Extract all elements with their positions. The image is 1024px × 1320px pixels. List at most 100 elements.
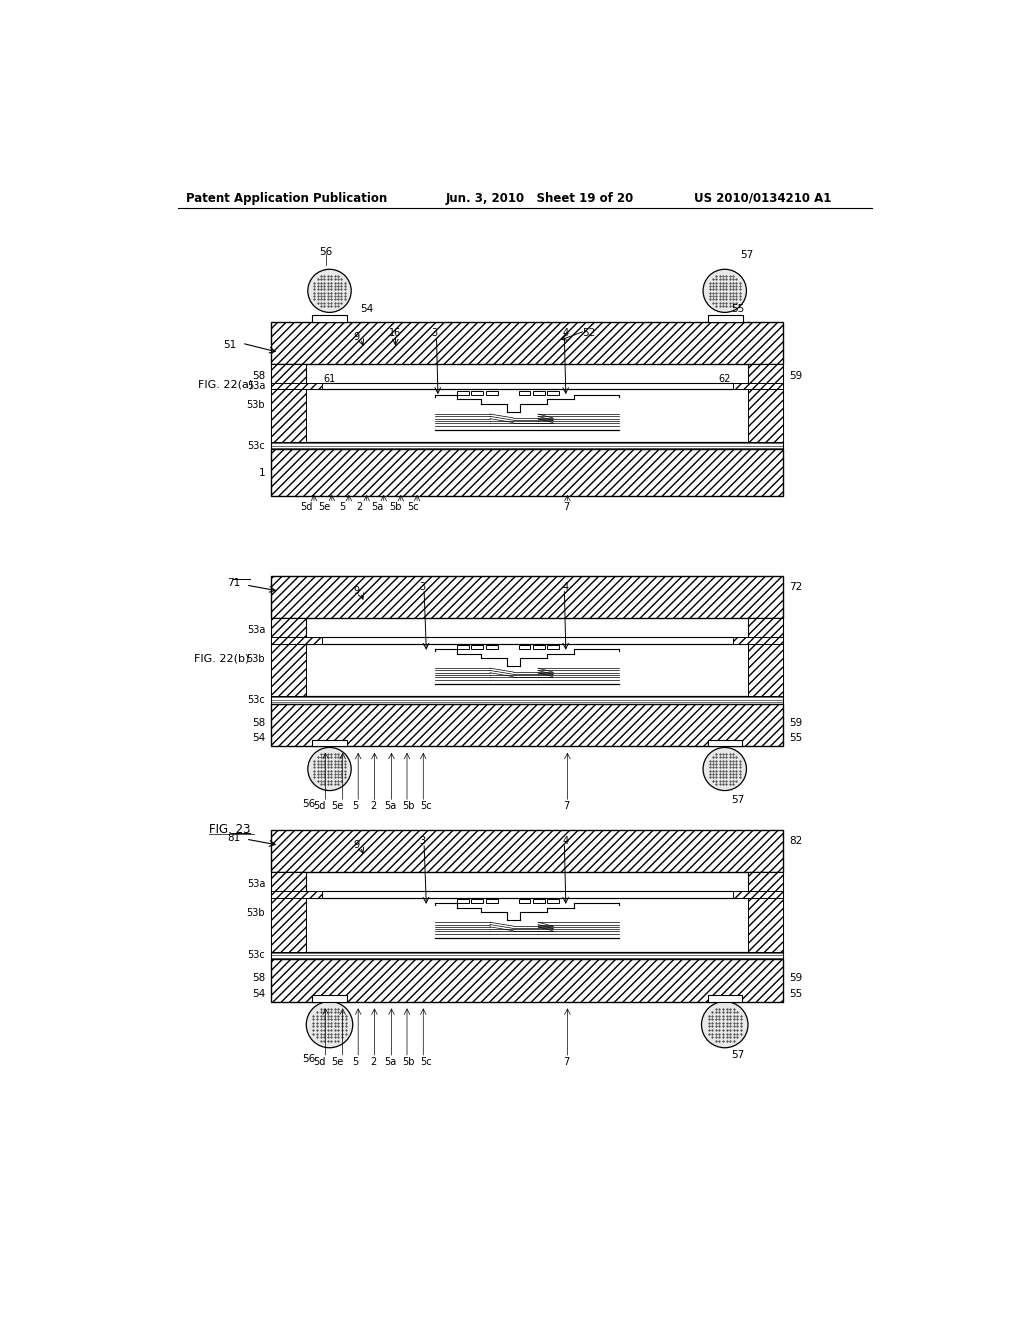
Bar xyxy=(732,383,783,389)
Text: FIG. 22(a): FIG. 22(a) xyxy=(198,380,253,389)
Text: 7: 7 xyxy=(563,801,569,810)
Text: 4: 4 xyxy=(563,582,569,591)
Bar xyxy=(312,315,347,322)
Text: FIG. 23: FIG. 23 xyxy=(209,822,251,836)
Bar xyxy=(271,449,783,496)
Text: 7: 7 xyxy=(563,1056,569,1067)
Bar xyxy=(271,322,783,364)
Text: 5b: 5b xyxy=(389,502,401,512)
Bar xyxy=(518,645,530,649)
Text: 53b: 53b xyxy=(247,653,265,664)
Text: 52: 52 xyxy=(583,329,596,338)
Text: 5b: 5b xyxy=(402,801,415,810)
Text: 3: 3 xyxy=(431,329,437,338)
Text: 5e: 5e xyxy=(331,1056,343,1067)
Bar xyxy=(271,442,783,449)
Text: 9: 9 xyxy=(353,586,359,597)
Text: Patent Application Publication: Patent Application Publication xyxy=(186,191,387,205)
Bar xyxy=(271,960,783,1002)
Bar xyxy=(748,364,783,389)
Text: 54: 54 xyxy=(252,733,265,743)
Bar xyxy=(271,891,322,898)
Text: 57: 57 xyxy=(731,795,744,805)
Text: 55: 55 xyxy=(731,305,744,314)
Text: 53c: 53c xyxy=(248,950,265,961)
Circle shape xyxy=(703,269,746,313)
Text: 3: 3 xyxy=(420,582,426,591)
Circle shape xyxy=(306,1002,352,1048)
Text: 5: 5 xyxy=(339,502,345,512)
Circle shape xyxy=(308,269,351,313)
Text: 3: 3 xyxy=(420,836,426,846)
Text: 56: 56 xyxy=(302,800,315,809)
Bar xyxy=(547,645,559,649)
Text: US 2010/0134210 A1: US 2010/0134210 A1 xyxy=(693,191,831,205)
Text: 58: 58 xyxy=(252,718,265,727)
Text: 53a: 53a xyxy=(247,381,265,391)
Bar xyxy=(458,391,469,395)
Bar xyxy=(312,995,346,1002)
Text: 53b: 53b xyxy=(247,908,265,917)
Text: 5a: 5a xyxy=(385,1056,397,1067)
Text: 5e: 5e xyxy=(331,801,343,810)
Text: 51: 51 xyxy=(223,339,237,350)
Text: 56: 56 xyxy=(319,247,332,257)
Text: 59: 59 xyxy=(790,973,803,983)
Text: 82: 82 xyxy=(790,837,803,846)
Text: 61: 61 xyxy=(324,375,336,384)
Text: 9: 9 xyxy=(353,333,359,342)
Bar xyxy=(486,645,498,649)
Bar xyxy=(271,383,322,389)
Text: 5c: 5c xyxy=(421,801,432,810)
Bar xyxy=(271,389,783,442)
Bar xyxy=(271,696,783,704)
Text: 53a: 53a xyxy=(247,879,265,888)
Text: 72: 72 xyxy=(790,582,803,593)
Text: 2: 2 xyxy=(356,502,362,512)
Bar xyxy=(547,899,559,903)
Bar xyxy=(748,898,783,952)
Text: 54: 54 xyxy=(252,989,265,999)
Text: 59: 59 xyxy=(790,718,803,727)
Bar xyxy=(271,364,306,389)
Text: 5c: 5c xyxy=(408,502,419,512)
Bar xyxy=(534,645,545,649)
Text: 2: 2 xyxy=(370,801,376,810)
Text: 62: 62 xyxy=(719,375,731,384)
Text: 53c: 53c xyxy=(248,694,265,705)
Bar xyxy=(534,899,545,903)
Text: 5: 5 xyxy=(352,1056,358,1067)
Text: 53a: 53a xyxy=(247,624,265,635)
Bar xyxy=(748,618,783,644)
Bar xyxy=(732,891,783,898)
Bar xyxy=(748,389,783,442)
Bar xyxy=(271,952,783,960)
Text: FIG. 22(b): FIG. 22(b) xyxy=(194,653,249,664)
Text: 5c: 5c xyxy=(421,1056,432,1067)
Bar xyxy=(458,645,469,649)
Text: 58: 58 xyxy=(252,973,265,983)
Bar xyxy=(708,995,741,1002)
Text: 59: 59 xyxy=(790,371,803,380)
Bar xyxy=(471,645,483,649)
Bar xyxy=(486,391,498,395)
Text: 56: 56 xyxy=(302,1055,315,1064)
Bar xyxy=(271,618,306,644)
Circle shape xyxy=(701,1002,748,1048)
Bar xyxy=(271,704,783,746)
Text: 9: 9 xyxy=(353,841,359,850)
Bar xyxy=(547,391,559,395)
Bar xyxy=(534,391,545,395)
Circle shape xyxy=(308,747,351,791)
Text: 55: 55 xyxy=(790,989,803,999)
Text: 7: 7 xyxy=(563,502,569,512)
Text: 4: 4 xyxy=(563,329,569,338)
Bar xyxy=(732,638,783,644)
Text: 81: 81 xyxy=(227,833,241,842)
Text: 1: 1 xyxy=(258,467,265,478)
Text: 53b: 53b xyxy=(247,400,265,409)
Bar xyxy=(458,899,469,903)
Text: 5d: 5d xyxy=(313,1056,326,1067)
Text: 5d: 5d xyxy=(313,801,326,810)
Bar xyxy=(518,391,530,395)
